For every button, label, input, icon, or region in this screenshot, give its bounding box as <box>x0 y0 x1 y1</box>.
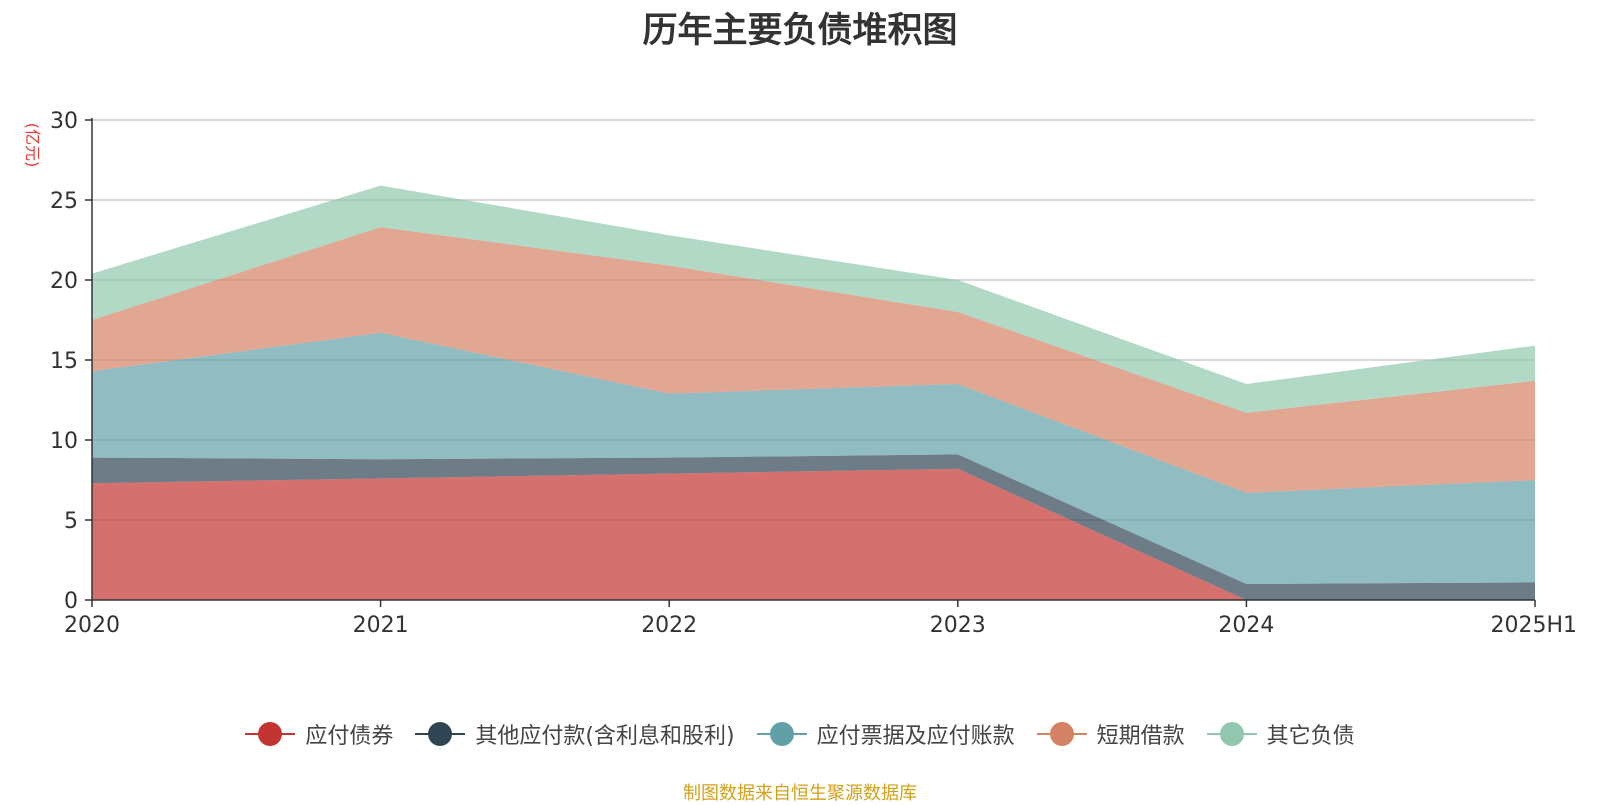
y-tick-label: 30 <box>50 109 78 134</box>
legend: 应付债券 其他应付款(含利息和股利) 应付票据及应付账款 短期借款 其它负债 <box>0 718 1600 750</box>
x-tick-label: 2024 <box>1218 613 1274 638</box>
source-note: 制图数据来自恒生聚源数据库 <box>683 783 917 804</box>
legend-label: 应付债券 <box>305 724 394 749</box>
legend-marker-icon <box>756 722 807 746</box>
legend-label: 其他应付款(含利息和股利) <box>475 724 735 749</box>
legend-item[interactable]: 其他应付款(含利息和股利) <box>415 718 735 750</box>
area-series-4 <box>92 185 1535 413</box>
axes: 0 5 10 15 20 25 30 2020 2021 2022 2023 2024 2025H1 <box>50 109 1577 638</box>
area-series <box>92 185 1535 600</box>
chart-title: 历年主要负债堆积图 <box>642 11 958 51</box>
legend-marker-icon <box>1036 722 1087 746</box>
legend-marker-icon <box>415 722 466 746</box>
y-tick-label: 15 <box>50 349 78 374</box>
area-series-2 <box>92 332 1535 584</box>
y-tick-label: 25 <box>50 189 78 214</box>
area-series-3 <box>92 227 1535 493</box>
legend-marker-icon <box>1206 722 1257 746</box>
y-axis-unit-label: (亿元) <box>23 123 42 168</box>
x-tick-label: 2023 <box>930 613 986 638</box>
y-tick-label: 20 <box>50 269 78 294</box>
x-tick-label: 2021 <box>353 613 409 638</box>
legend-label: 其它负债 <box>1266 724 1355 749</box>
legend-item[interactable]: 其它负债 <box>1206 718 1355 750</box>
y-tick-label: 0 <box>64 589 78 614</box>
legend-item[interactable]: 应付债券 <box>245 718 393 750</box>
y-tick-label: 5 <box>64 509 78 534</box>
area-series-0 <box>92 468 1535 600</box>
legend-item[interactable]: 应付票据及应付账款 <box>756 718 1015 750</box>
x-tick-label: 2025H1 <box>1490 613 1577 638</box>
x-tick-label: 2022 <box>641 613 697 638</box>
legend-label: 应付票据及应付账款 <box>816 724 1015 749</box>
legend-marker-icon <box>245 722 296 746</box>
legend-label: 短期借款 <box>1096 724 1185 749</box>
area-series-1 <box>92 454 1535 600</box>
x-tick-label: 2020 <box>64 613 120 638</box>
legend-item[interactable]: 短期借款 <box>1036 718 1185 750</box>
y-tick-label: 10 <box>50 429 78 454</box>
